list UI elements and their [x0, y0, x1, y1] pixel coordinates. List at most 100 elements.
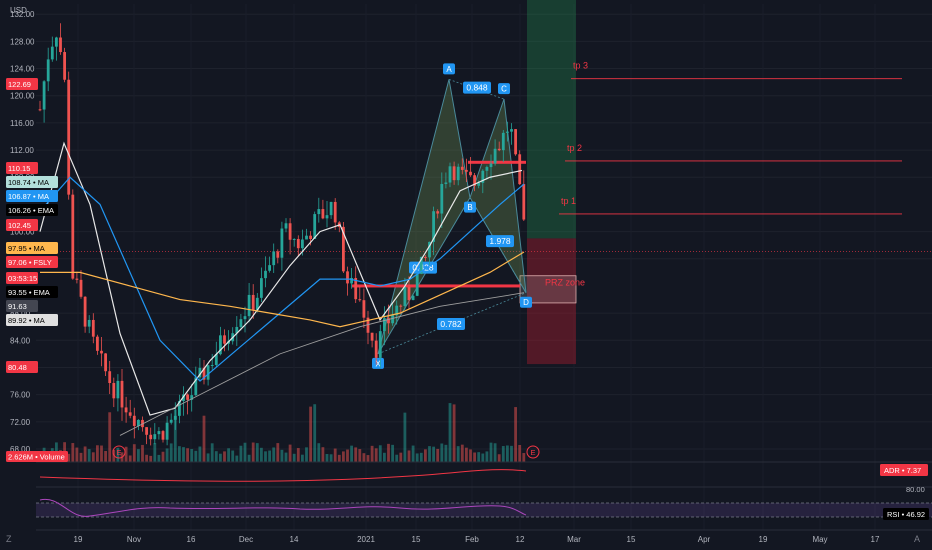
- candle-body: [50, 46, 54, 60]
- pattern-point-badge: [464, 201, 476, 213]
- candle-body: [321, 209, 325, 219]
- time-axis[interactable]: 19 Nov 16 Dec 14 2021 15 Feb 12 Mar 15 Apr 19 May 17: [36, 529, 932, 544]
- candle-body: [522, 184, 526, 220]
- volume-bar: [231, 450, 235, 462]
- ma-gray-line: [119, 292, 525, 436]
- x-tick-label: 19: [74, 535, 83, 544]
- y-tick-label: 88.00: [10, 309, 31, 318]
- event-marker-label: E: [530, 448, 535, 457]
- pattern-point-label: D: [523, 298, 529, 307]
- resistance-line: [468, 160, 526, 164]
- volume-bar: [272, 447, 276, 462]
- volume-bar: [374, 448, 378, 462]
- adr-line: [39, 469, 527, 482]
- prz-zone-label: PRZ zone: [545, 277, 585, 287]
- volume-bar: [223, 451, 226, 462]
- candle-body: [223, 335, 226, 344]
- candle-body: [71, 194, 75, 279]
- candle-body: [395, 305, 399, 316]
- volume-bar: [214, 451, 218, 462]
- candle-body: [469, 171, 472, 176]
- candle-body: [301, 239, 304, 249]
- volume-bar: [182, 447, 185, 462]
- volume-bar: [301, 454, 304, 462]
- volume-bar: [305, 447, 308, 462]
- candle-body: [489, 163, 493, 168]
- x-tick-label: 2021: [357, 535, 375, 544]
- volume-bar: [432, 446, 435, 462]
- candle-body: [157, 431, 161, 435]
- x-tick-label: 12: [516, 535, 525, 544]
- volume-bar: [337, 454, 341, 462]
- y-tick-label: 132.00: [10, 10, 35, 19]
- candle-body: [59, 37, 62, 53]
- volume-bar: [329, 454, 333, 462]
- volume-bar: [506, 445, 509, 462]
- y-tick-label: 124.00: [10, 65, 35, 74]
- candle-body: [272, 251, 276, 266]
- candle-body: [313, 214, 317, 239]
- x-tick-label: 15: [627, 535, 636, 544]
- x-tick-label: Nov: [127, 535, 141, 544]
- rsi-tag: [883, 508, 929, 520]
- candle-body: [391, 315, 394, 324]
- price-tag: [6, 286, 58, 298]
- price-tag-label: 03:53:15: [8, 274, 37, 283]
- price-tag-label: 106.87 • MA: [8, 192, 49, 201]
- volume-bar: [178, 446, 181, 462]
- candle-body: [374, 340, 378, 358]
- volume-bar: [202, 415, 206, 462]
- candle-body: [161, 431, 165, 440]
- x-tick-label: 17: [871, 535, 880, 544]
- auto-scale-button[interactable]: A: [914, 534, 920, 544]
- volume-tag: [6, 451, 68, 462]
- ratio-badge: [409, 261, 437, 274]
- candle-body: [128, 412, 132, 416]
- corner-z-button[interactable]: Z: [6, 534, 12, 544]
- volume-bar: [79, 452, 83, 462]
- volume-bar: [288, 444, 292, 462]
- rsi-tick-label: 80.00: [906, 485, 925, 494]
- price-tag: [6, 204, 58, 216]
- candle-body: [210, 364, 214, 366]
- volume-bar: [137, 449, 140, 462]
- volume-bar: [440, 443, 444, 462]
- candle-body: [169, 419, 173, 423]
- volume-bar: [510, 445, 513, 462]
- volume-bar: [292, 453, 296, 462]
- ratio-label: 0.428: [412, 263, 434, 273]
- candle-body: [137, 419, 140, 426]
- volume-bar: [268, 450, 271, 462]
- x-tick-label: Dec: [239, 535, 253, 544]
- candle-body: [67, 79, 71, 195]
- x-tick-label: 15: [412, 535, 421, 544]
- candle-body: [317, 209, 321, 215]
- rsi-tag-label: RSI • 46.92: [887, 510, 925, 519]
- volume-bar: [112, 449, 116, 462]
- price-tag: [6, 242, 58, 254]
- candle-body: [378, 331, 382, 358]
- volume-bar: [333, 448, 337, 462]
- volume-bar: [514, 407, 517, 462]
- candle-body: [497, 148, 501, 151]
- target-label: tp 1: [561, 196, 576, 206]
- price-tag-label: 97.95 • MA: [8, 244, 45, 253]
- volume-bar: [436, 448, 440, 462]
- candle-body: [264, 270, 267, 279]
- volume-bar: [473, 452, 476, 462]
- volume-bar: [219, 453, 222, 462]
- volume-bar: [399, 452, 403, 462]
- event-marker: [526, 445, 540, 459]
- volume-bar: [346, 449, 349, 462]
- volume-bar: [87, 449, 91, 462]
- candles: [38, 23, 526, 446]
- volume-bar: [485, 451, 489, 462]
- price-tag: [6, 256, 58, 268]
- candle-body: [247, 294, 251, 317]
- volume-bar: [280, 449, 284, 462]
- x-tick-label: Apr: [698, 535, 711, 544]
- volume-bar: [481, 453, 485, 462]
- volume-bar: [149, 455, 153, 462]
- candle-body: [260, 278, 263, 298]
